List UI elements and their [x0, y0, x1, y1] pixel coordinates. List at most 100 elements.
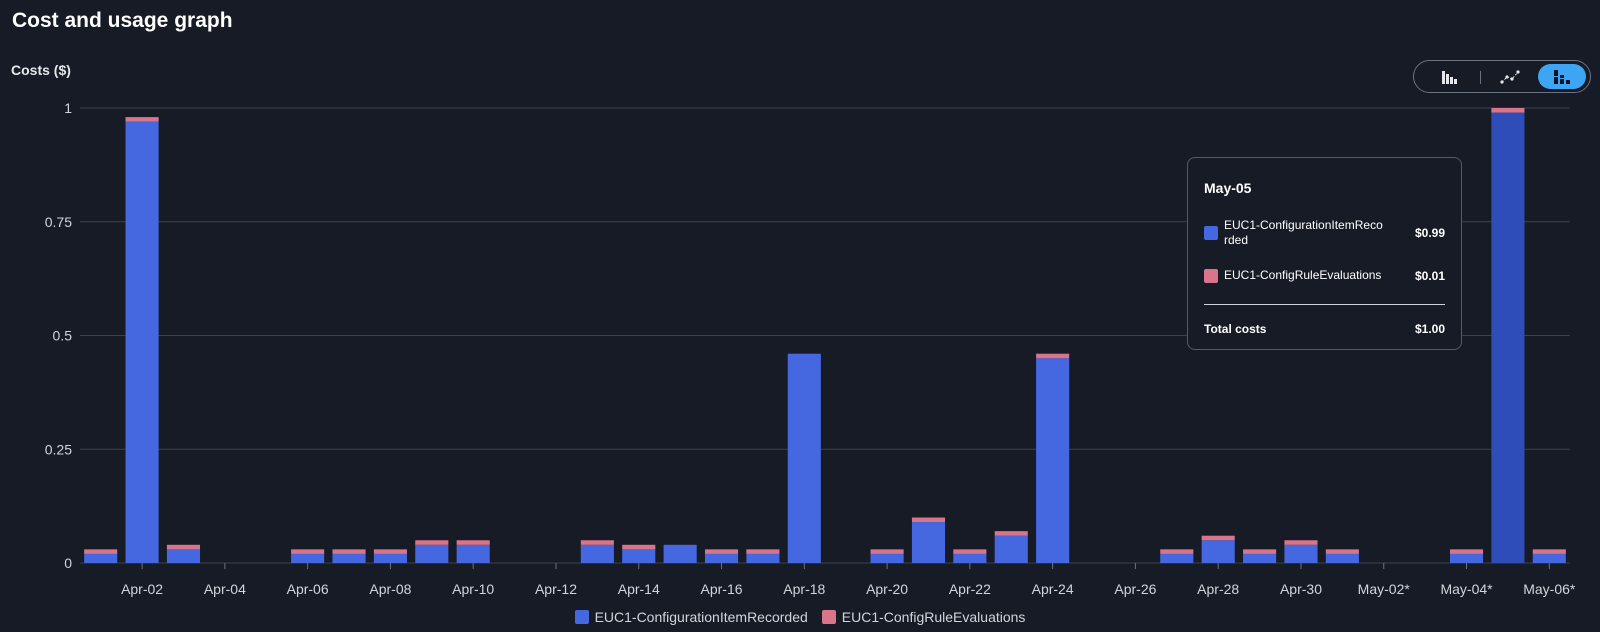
- chart-legend: EUC1-ConfigurationItemRecorded EUC1-Conf…: [0, 609, 1600, 625]
- line-chart-icon: [1500, 69, 1520, 84]
- y-tick-label: 0.25: [45, 441, 72, 457]
- bar-May-04*-series2[interactable]: [1449, 549, 1484, 554]
- x-tick-label: May-06*: [1523, 581, 1576, 597]
- bar-Apr-03-series2[interactable]: [166, 544, 201, 550]
- bar-Apr-06-series2[interactable]: [291, 549, 325, 554]
- bar-Apr-10-series2[interactable]: [456, 540, 490, 545]
- bar-Apr-24-series1[interactable]: [1036, 358, 1070, 563]
- x-tick-label: Apr-14: [618, 581, 660, 597]
- tooltip-swatch: [1204, 268, 1218, 283]
- x-tick-label: Apr-26: [1114, 581, 1156, 597]
- stacked-bar-chart-button[interactable]: [1538, 64, 1586, 89]
- bar-Apr-22-series2[interactable]: [953, 549, 987, 554]
- x-tick-label: May-04*: [1440, 581, 1493, 597]
- x-axis-ticks: Apr-02 Apr-04 Apr-06 Apr-08 Apr-10 Apr-12 Apr-…: [121, 563, 1576, 597]
- bar-Apr-14-series2[interactable]: [622, 544, 656, 550]
- bar-Apr-01-series2[interactable]: [84, 549, 118, 554]
- bar-Apr-20-series1[interactable]: [870, 553, 904, 563]
- x-tick-label: Apr-08: [369, 581, 411, 597]
- bar-Apr-21-series2[interactable]: [911, 517, 946, 523]
- bar-Apr-13-series1[interactable]: [580, 544, 614, 563]
- bar-May-04*-series1[interactable]: [1449, 553, 1484, 563]
- bar-May-06*-series1[interactable]: [1532, 553, 1566, 563]
- bar-Apr-28-series1[interactable]: [1201, 540, 1235, 563]
- bar-Apr-30-series1[interactable]: [1284, 544, 1318, 563]
- bar-Apr-23-series2[interactable]: [994, 531, 1028, 536]
- tooltip-series-name: EUC1-ConfigRuleEvaluations: [1224, 268, 1382, 282]
- y-tick-label: 0.5: [53, 328, 73, 344]
- y-tick-label: 0.75: [45, 214, 72, 230]
- bar-Apr-29-series2[interactable]: [1243, 549, 1277, 554]
- bar-Apr-07-series1[interactable]: [332, 553, 366, 563]
- bar-chart-icon: [1442, 70, 1457, 84]
- x-tick-label: Apr-16: [701, 581, 743, 597]
- bar-Apr-08-series1[interactable]: [373, 553, 407, 563]
- bar-Apr-01-series1[interactable]: [84, 553, 118, 563]
- legend-item-series2[interactable]: EUC1-ConfigRuleEvaluations: [821, 609, 1026, 625]
- bar-Apr-21-series1[interactable]: [911, 522, 946, 563]
- bar-Apr-23-series1[interactable]: [994, 535, 1028, 563]
- tooltip-total-value: $1.00: [1414, 322, 1445, 336]
- bar-Apr-10-series1[interactable]: [456, 544, 490, 563]
- legend-swatch: [574, 610, 589, 624]
- y-axis-title: Costs ($): [11, 62, 71, 78]
- bar-Apr-14-series1[interactable]: [622, 549, 656, 563]
- tooltip-title: May-05: [1204, 180, 1252, 196]
- y-tick-label: 1: [64, 100, 72, 116]
- x-tick-label: Apr-24: [1032, 581, 1074, 597]
- bar-May-01-series1[interactable]: [1325, 553, 1359, 563]
- bar-Apr-28-series2[interactable]: [1201, 535, 1235, 541]
- tooltip-row: EUC1-ConfigRuleEvaluations $0.01: [1204, 268, 1445, 283]
- legend-swatch: [821, 610, 836, 624]
- tooltip-series-value: $0.99: [1414, 226, 1445, 240]
- bar-Apr-16-series2[interactable]: [704, 549, 739, 554]
- bar-May-06*-series2[interactable]: [1532, 549, 1566, 554]
- bar-Apr-09-series2[interactable]: [415, 540, 449, 545]
- bar-Apr-06-series1[interactable]: [291, 553, 325, 563]
- tooltip-divider: [1204, 304, 1445, 305]
- y-axis-ticks: 0 0.25 0.5 0.75 1: [45, 100, 72, 571]
- bar-chart-button[interactable]: [1426, 64, 1474, 89]
- bar-May-01-series2[interactable]: [1325, 549, 1359, 554]
- bar-Apr-27-series1[interactable]: [1160, 553, 1194, 563]
- legend-label: EUC1-ConfigRuleEvaluations: [841, 609, 1026, 625]
- bar-Apr-07-series2[interactable]: [332, 549, 366, 554]
- bar-Apr-09-series1[interactable]: [415, 544, 449, 563]
- tooltip-series-value: $0.01: [1414, 268, 1445, 283]
- bar-Apr-24-series2[interactable]: [1036, 353, 1070, 359]
- bar-May-05-series1[interactable]: [1491, 112, 1525, 564]
- bar-May-05-series2[interactable]: [1491, 108, 1525, 113]
- bar-Apr-03-series1[interactable]: [166, 549, 201, 563]
- bar-Apr-18-series1[interactable]: [787, 353, 821, 563]
- x-tick-label: Apr-12: [535, 581, 577, 597]
- page-title: Cost and usage graph: [12, 9, 233, 32]
- bar-Apr-30-series2[interactable]: [1284, 540, 1318, 545]
- x-tick-label: Apr-20: [866, 581, 908, 597]
- bar-Apr-08-series2[interactable]: [373, 549, 407, 554]
- x-tick-label: Apr-02: [121, 581, 163, 597]
- bar-Apr-16-series1[interactable]: [704, 553, 739, 563]
- stacked-bar-chart-icon: [1554, 69, 1570, 84]
- bar-Apr-27-series2[interactable]: [1160, 549, 1194, 554]
- x-tick-label: Apr-06: [287, 581, 329, 597]
- bar-Apr-22-series1[interactable]: [953, 553, 987, 563]
- bar-Apr-17-series2[interactable]: [746, 549, 780, 554]
- x-tick-label: Apr-10: [452, 581, 494, 597]
- bar-Apr-15-series1[interactable]: [663, 544, 697, 563]
- legend-item-series1[interactable]: EUC1-ConfigurationItemRecorded: [574, 609, 808, 625]
- chart-tooltip: May-05 EUC1-ConfigurationItemRecorded $0…: [1187, 157, 1462, 350]
- x-tick-label: Apr-30: [1280, 581, 1322, 597]
- chart-type-toggle: [1413, 60, 1591, 93]
- bar-Apr-17-series1[interactable]: [746, 553, 780, 563]
- bar-Apr-02-series2[interactable]: [125, 117, 159, 122]
- x-tick-label: Apr-18: [783, 581, 825, 597]
- y-tick-label: 0: [64, 555, 72, 571]
- x-tick-label: Apr-04: [204, 581, 246, 597]
- x-tick-label: May-02*: [1358, 581, 1411, 597]
- line-chart-button[interactable]: [1486, 64, 1534, 89]
- bar-Apr-13-series2[interactable]: [580, 540, 614, 545]
- bar-Apr-20-series2[interactable]: [870, 549, 904, 554]
- legend-label: EUC1-ConfigurationItemRecorded: [594, 609, 808, 625]
- bar-Apr-29-series1[interactable]: [1243, 553, 1277, 563]
- bar-Apr-02-series1[interactable]: [125, 121, 159, 564]
